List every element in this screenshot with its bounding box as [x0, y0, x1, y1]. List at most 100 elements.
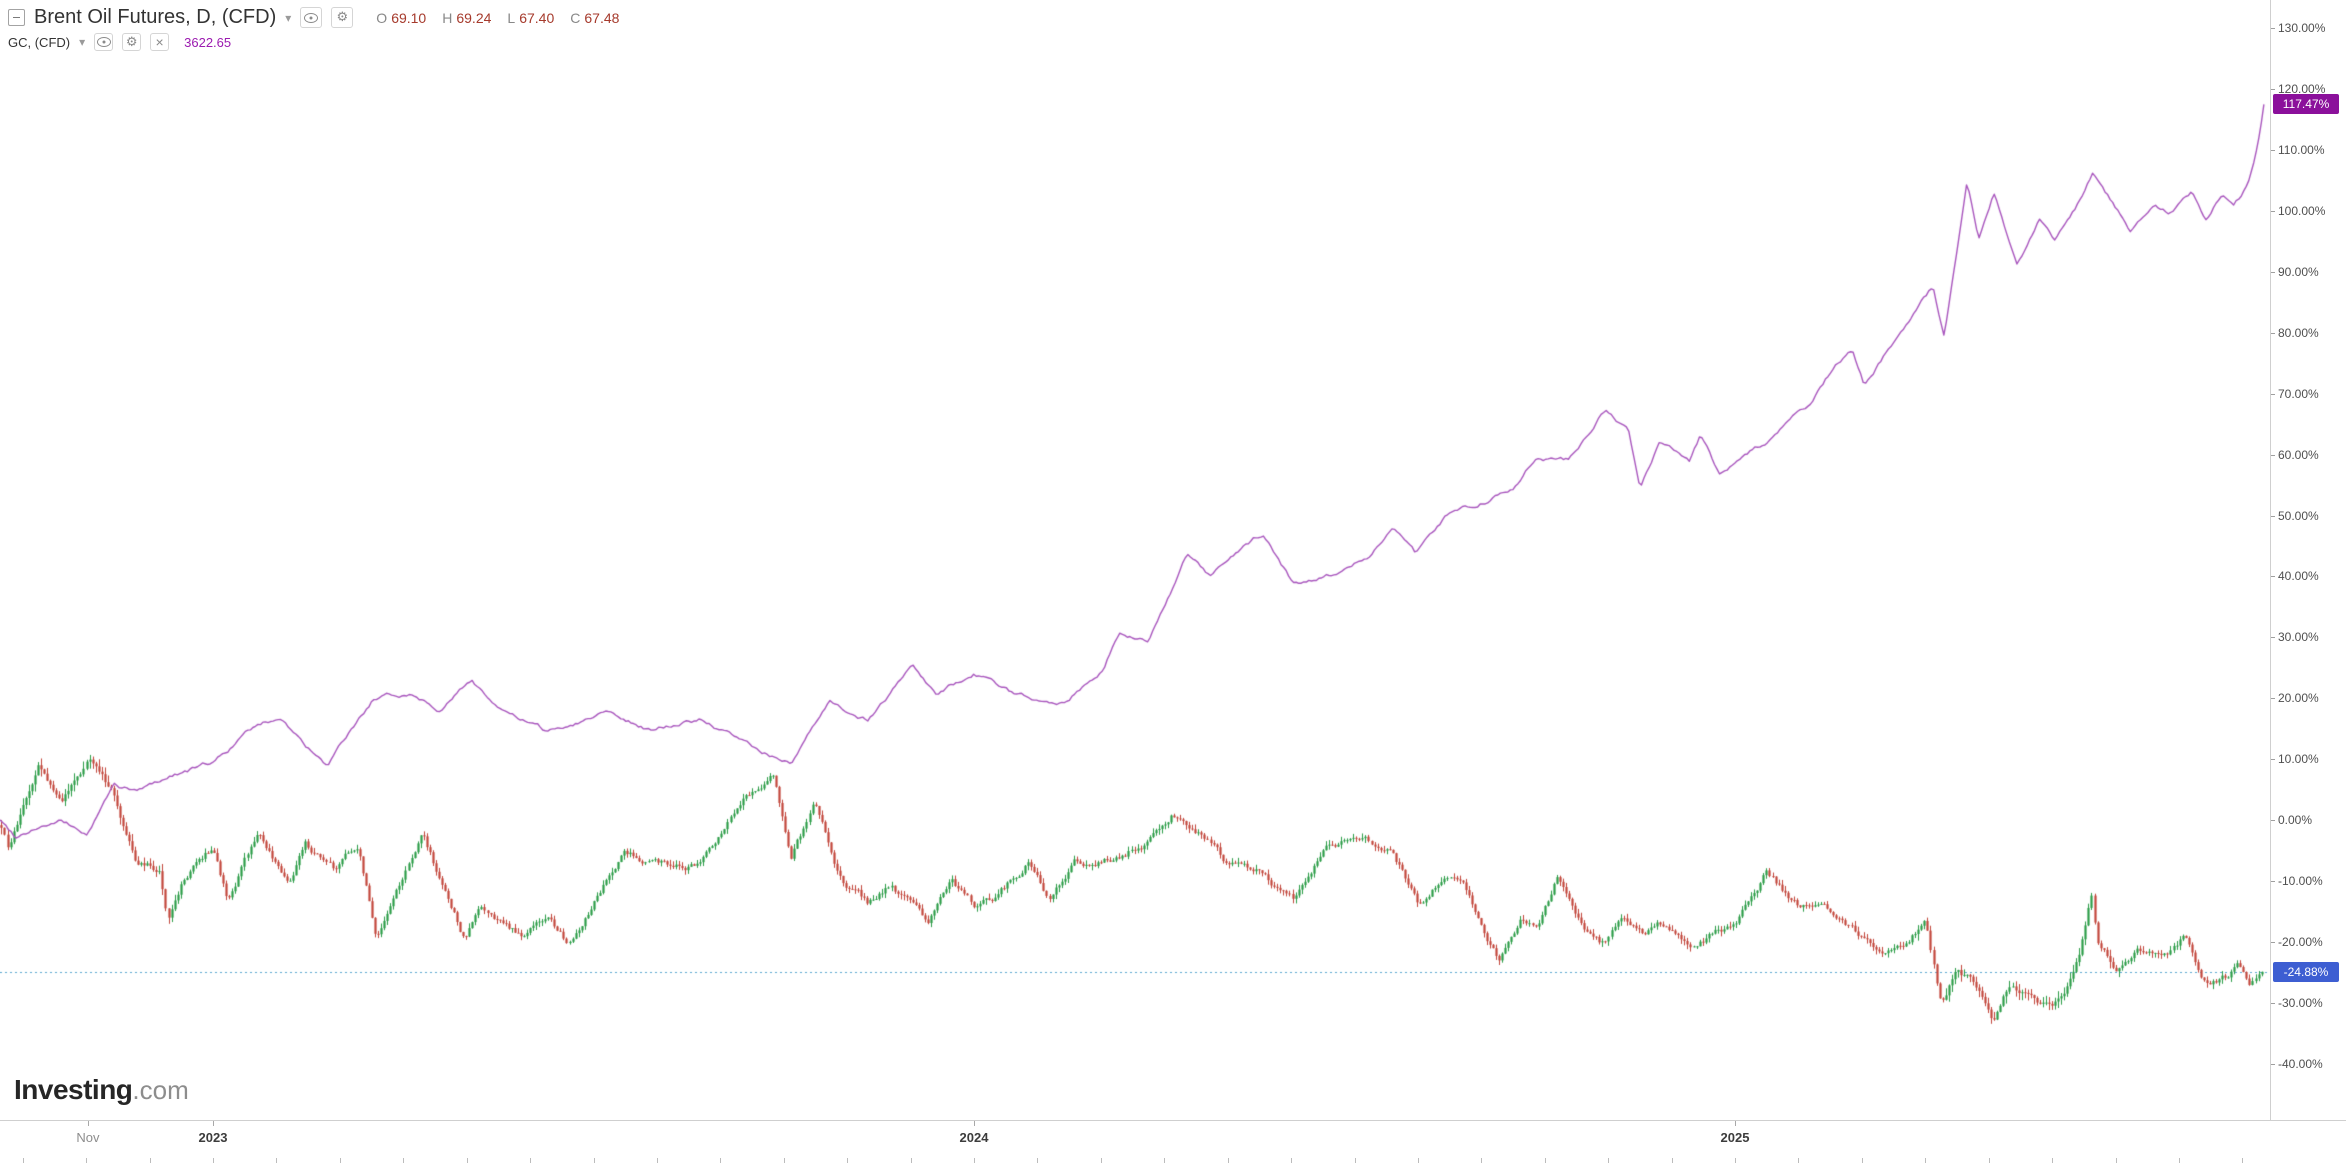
month-tick-mark	[213, 1158, 214, 1163]
month-tick-mark	[1798, 1158, 1800, 1163]
y-axis-label: -20.00%	[2278, 935, 2323, 950]
price-axis[interactable]: 117.47% -24.88% 130.00% 120.00% 110.00% 100…	[2270, 0, 2346, 1164]
gear-glyph: ⚙	[125, 34, 138, 50]
month-tick-mark	[276, 1158, 278, 1163]
gold-last-price-badge: 117.47%	[2273, 94, 2339, 115]
month-tick-mark	[656, 1158, 658, 1163]
x-axis-label: 2024	[959, 1130, 989, 1145]
x-glyph: ×	[155, 34, 164, 50]
month-tick-mark	[1037, 1158, 1039, 1163]
y-axis-tick-mark	[2271, 1003, 2275, 1005]
main-symbol-title[interactable]: Brent Oil Futures, D, (CFD)	[34, 6, 277, 28]
y-axis-tick-mark	[2271, 515, 2275, 517]
y-axis-label: -10.00%	[2278, 874, 2323, 889]
logo-suffix-text: .com	[132, 1075, 189, 1105]
x-axis-label: 2023	[198, 1130, 228, 1145]
month-tick-mark	[1164, 1158, 1166, 1163]
y-axis-tick-mark	[2271, 820, 2275, 822]
month-tick-mark	[593, 1158, 595, 1163]
month-tick-mark	[530, 1158, 532, 1163]
y-axis-label: 70.00%	[2278, 386, 2319, 401]
open-value: O 69.10	[376, 9, 427, 26]
y-axis-tick-mark	[2271, 637, 2275, 639]
investing-logo: Investing.com	[14, 1074, 189, 1106]
overlay-symbol-title[interactable]: GC, (CFD)	[8, 34, 71, 50]
gear-icon[interactable]: ⚙	[331, 7, 354, 28]
month-tick-mark	[2115, 1158, 2117, 1163]
chart-plot-area[interactable]: Brent Oil Futures, D, (CFD) ▾ ⚙ O 69.10 H…	[0, 0, 2270, 1120]
month-tick-mark	[1735, 1158, 1736, 1163]
gear-icon[interactable]: ⚙	[122, 33, 142, 51]
eye-glyph	[96, 37, 111, 47]
main-instrument-row: Brent Oil Futures, D, (CFD) ▾ ⚙ O 69.10 H…	[8, 6, 619, 29]
month-tick-mark	[1291, 1158, 1293, 1163]
y-axis-label: 110.00%	[2278, 142, 2325, 157]
y-axis-label: 0.00%	[2278, 813, 2313, 828]
ohlc-values: O 69.10 H 69.24 L 67.40 C 67.48	[376, 10, 619, 26]
overlay-last-value: 3622.65	[184, 34, 232, 50]
x-axis-label: Nov	[76, 1130, 100, 1145]
month-tick-mark	[1608, 1158, 1610, 1163]
x-axis-tick-mark	[87, 1121, 89, 1126]
y-axis-label: 50.00%	[2278, 508, 2319, 523]
y-axis-label: 10.00%	[2278, 752, 2319, 767]
y-axis-tick-mark	[2271, 271, 2275, 273]
eye-icon[interactable]	[300, 7, 323, 28]
month-tick-mark	[2242, 1158, 2244, 1163]
y-axis-label: 100.00%	[2278, 203, 2326, 218]
y-axis-tick-mark	[2271, 576, 2275, 578]
low-value: L 67.40	[507, 9, 555, 26]
month-tick-mark	[1481, 1158, 1483, 1163]
month-tick-mark	[1544, 1158, 1546, 1163]
y-axis-tick-mark	[2271, 759, 2275, 761]
y-axis-label: 130.00%	[2278, 21, 2326, 35]
y-axis-tick-mark	[2271, 698, 2275, 700]
y-axis-tick-mark	[2271, 332, 2275, 334]
y-axis-tick-mark	[2271, 149, 2275, 151]
month-tick-mark	[1988, 1158, 1990, 1163]
y-axis-label: -30.00%	[2278, 996, 2323, 1011]
x-axis-tick-mark	[213, 1121, 214, 1126]
y-axis-tick-mark	[2271, 454, 2275, 456]
gear-glyph: ⚙	[336, 10, 349, 25]
y-axis-label: 80.00%	[2278, 325, 2319, 340]
y-axis-tick-mark	[2271, 881, 2275, 883]
close-value: C 67.48	[570, 9, 620, 26]
x-axis-tick-mark	[1735, 1121, 1736, 1126]
eye-glyph	[304, 12, 319, 23]
month-tick-mark	[1861, 1158, 1863, 1163]
month-tick-mark	[86, 1158, 88, 1163]
y-axis-tick-mark	[2271, 942, 2275, 944]
time-axis[interactable]: Nov 2023 2024 2025	[0, 1120, 2346, 1165]
month-tick-mark	[974, 1158, 975, 1163]
month-tick-mark	[149, 1158, 151, 1163]
y-axis-tick-mark	[2271, 210, 2275, 212]
chevron-down-icon[interactable]: ▾	[285, 10, 292, 25]
y-axis-tick-mark	[2271, 1064, 2275, 1065]
collapse-panel-icon[interactable]	[8, 9, 25, 26]
month-tick-mark	[22, 1158, 24, 1163]
month-tick-mark	[2052, 1158, 2054, 1163]
y-axis-label: 90.00%	[2278, 264, 2319, 279]
y-axis-label: 40.00%	[2278, 569, 2319, 584]
y-axis-label: -40.00%	[2278, 1057, 2323, 1071]
month-tick-mark	[1354, 1158, 1356, 1163]
month-tick-mark	[720, 1158, 722, 1163]
price-chart-canvas[interactable]	[0, 0, 2270, 1120]
y-axis-tick-mark	[2271, 88, 2275, 90]
y-axis-label: 30.00%	[2278, 630, 2319, 645]
chart-legend: Brent Oil Futures, D, (CFD) ▾ ⚙ O 69.10 H…	[8, 6, 619, 51]
month-tick-mark	[339, 1158, 341, 1163]
minus-glyph	[13, 17, 20, 18]
month-tick-mark	[910, 1158, 912, 1163]
month-tick-mark	[2178, 1158, 2180, 1163]
month-tick-mark	[1227, 1158, 1229, 1163]
chevron-down-icon[interactable]: ▾	[79, 35, 86, 49]
close-icon[interactable]: ×	[150, 33, 170, 51]
month-tick-mark	[847, 1158, 849, 1163]
month-tick-mark	[403, 1158, 405, 1163]
eye-icon[interactable]	[94, 33, 114, 51]
logo-brand-text: Investing	[14, 1074, 133, 1105]
y-axis-label: 60.00%	[2278, 447, 2319, 462]
month-tick-mark	[1100, 1158, 1102, 1163]
